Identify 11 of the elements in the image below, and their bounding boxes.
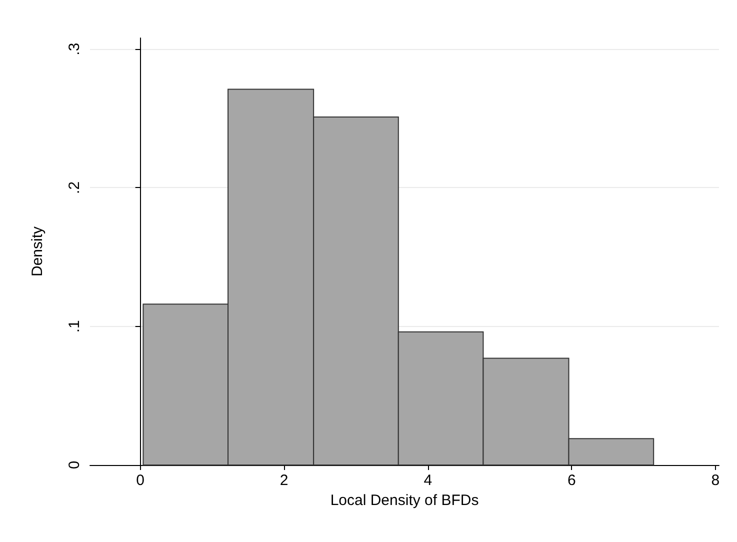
y-tick-label: 0 [66,460,83,470]
y-tick-label: .1 [66,320,83,333]
x-tick-label: 0 [136,472,144,489]
y-tick-label: .3 [66,42,83,56]
x-tick-label: 4 [424,472,432,489]
y-axis-title: Density [29,226,46,277]
x-axis-title: Local Density of BFDs [330,492,479,509]
x-tick-label: 2 [280,472,288,489]
y-tick-label: .2 [66,181,83,194]
x-tick-label: 8 [711,472,720,489]
x-tick-label: 6 [567,472,576,489]
